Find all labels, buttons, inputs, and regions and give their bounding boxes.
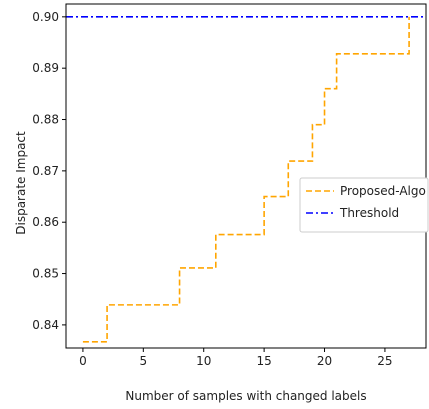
data-point <box>335 53 337 55</box>
axes: 0 5 10 15 20 25 0.84 0.85 0.86 0.87 0.88 0.89 0.90 <box>32 3 427 368</box>
data-point <box>227 233 229 235</box>
data-point <box>239 233 241 235</box>
data-point <box>130 304 132 306</box>
x-axis-label: Number of samples with changed labels <box>125 389 366 403</box>
data-point <box>142 304 144 306</box>
y-tick-label: 0.88 <box>32 113 59 127</box>
y-tick-label: 0.85 <box>32 267 59 281</box>
data-point <box>360 53 362 55</box>
data-point <box>190 267 192 269</box>
x-tick-label: 10 <box>196 354 211 368</box>
data-point <box>106 304 108 306</box>
series-proposed-algo-line <box>82 16 410 343</box>
data-point <box>166 304 168 306</box>
data-point <box>215 233 217 235</box>
data-point <box>118 304 120 306</box>
legend: Proposed-Algo Threshold <box>299 177 429 233</box>
data-point <box>299 160 301 162</box>
plot-area <box>66 16 426 343</box>
y-tick-label: 0.84 <box>32 318 59 332</box>
data-point <box>396 53 398 55</box>
x-tick-label: 5 <box>139 354 147 368</box>
x-tick-label: 15 <box>256 354 271 368</box>
data-point <box>408 16 410 18</box>
plot-frame <box>65 3 427 349</box>
data-point <box>384 53 386 55</box>
legend-label-proposed-algo: Proposed-Algo <box>340 184 426 198</box>
y-tick-label: 0.86 <box>32 215 59 229</box>
data-point <box>372 53 374 55</box>
data-point <box>82 341 84 343</box>
data-point <box>311 123 313 125</box>
data-point <box>154 304 156 306</box>
legend-label-threshold: Threshold <box>339 206 399 220</box>
data-point <box>323 88 325 90</box>
y-tick-label: 0.90 <box>32 10 59 24</box>
legend-box <box>299 177 429 233</box>
data-point <box>263 195 265 197</box>
x-tick-label: 0 <box>79 354 87 368</box>
data-point <box>203 267 205 269</box>
y-tick-label: 0.89 <box>32 61 59 75</box>
y-axis-label: Disparate Impact <box>14 131 28 235</box>
data-point <box>275 195 277 197</box>
data-point <box>178 267 180 269</box>
data-point <box>94 341 96 343</box>
x-tick-label: 20 <box>317 354 332 368</box>
data-point <box>251 233 253 235</box>
data-point <box>347 53 349 55</box>
x-tick-label: 25 <box>377 354 392 368</box>
y-tick-label: 0.87 <box>32 164 59 178</box>
data-point <box>287 160 289 162</box>
